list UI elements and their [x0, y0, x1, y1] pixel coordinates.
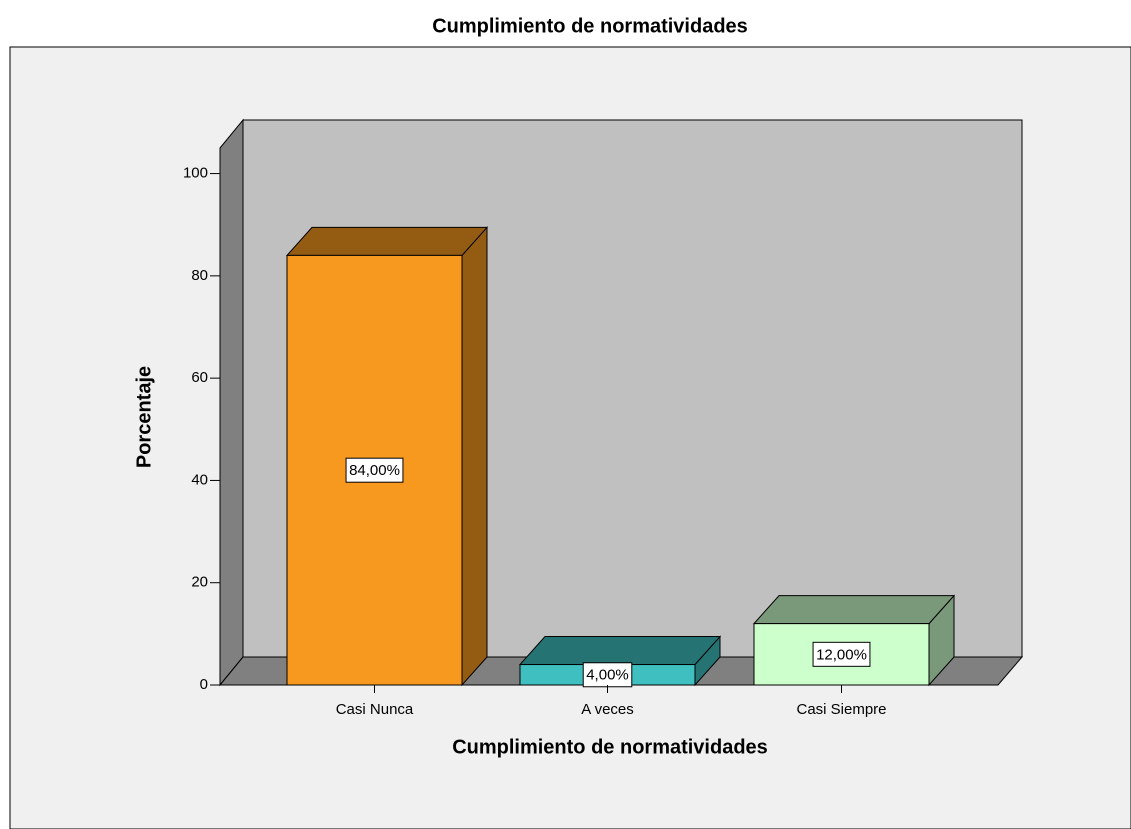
value-label: 84,00% — [349, 462, 400, 479]
x-tick-label: Casi Siempre — [796, 701, 886, 718]
y-tick-label: 40 — [191, 471, 208, 488]
value-label: 4,00% — [586, 667, 629, 684]
y-tick-label: 100 — [183, 165, 208, 182]
x-tick-label: A veces — [581, 701, 634, 718]
y-axis-label: Porcentaje — [133, 366, 155, 468]
y-tick-label: 0 — [200, 676, 208, 693]
left-wall — [219, 118, 244, 687]
y-tick-label: 20 — [191, 574, 208, 591]
y-tick-label: 80 — [191, 267, 208, 284]
value-label: 12,00% — [816, 646, 867, 663]
bar-top — [285, 226, 489, 256]
y-tick-label: 60 — [191, 369, 208, 386]
chart-title: Cumplimiento de normatividades — [432, 15, 748, 37]
x-tick-label: Casi Nunca — [336, 701, 414, 718]
bar-side — [461, 226, 488, 687]
value-label-box — [345, 457, 404, 483]
bar-top — [518, 636, 722, 666]
x-axis-label: Cumplimiento de normatividades — [452, 736, 768, 758]
bar-top — [752, 595, 956, 625]
value-label-box — [812, 641, 871, 667]
